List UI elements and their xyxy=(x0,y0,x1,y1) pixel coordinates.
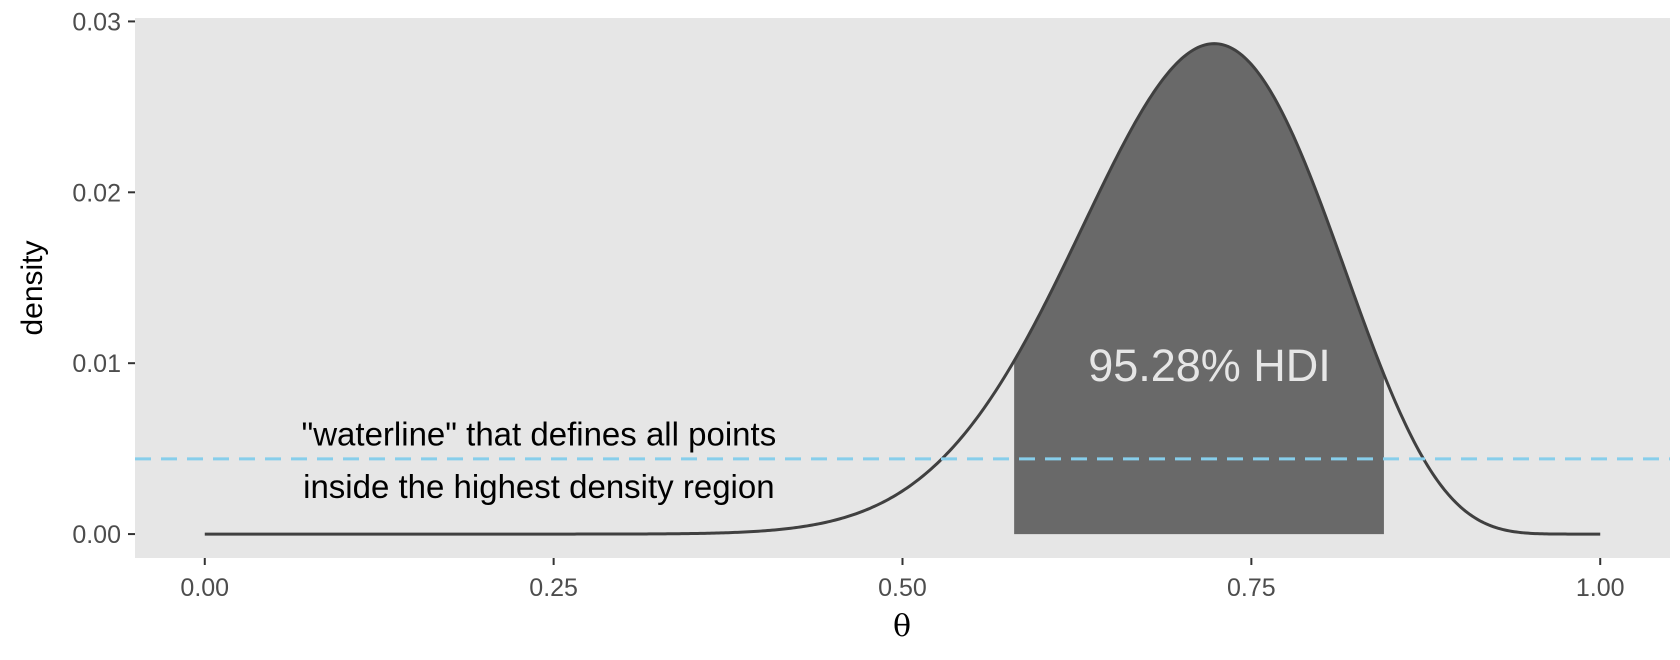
hdi-label: 95.28% HDI xyxy=(1088,340,1331,391)
annotation-line-2: inside the highest density region xyxy=(303,468,774,505)
y-tick-label: 0.01 xyxy=(72,350,121,378)
x-tick-label: 0.75 xyxy=(1227,574,1276,602)
density-curve xyxy=(204,42,1601,536)
hdi-area xyxy=(1014,43,1384,535)
plot-panel xyxy=(135,18,1670,558)
y-axis-title: density xyxy=(16,240,49,335)
x-axis-title: θ xyxy=(893,609,911,644)
annotation-line-1: "waterline" that defines all points xyxy=(302,415,777,452)
x-tick-label: 1.00 xyxy=(1576,574,1625,602)
x-axis: 0.00 0.25 0.50 0.75 1.00 xyxy=(180,558,1625,602)
y-tick-label: 0.00 xyxy=(72,521,121,549)
x-tick-label: 0.25 xyxy=(529,574,578,602)
curve-layer xyxy=(204,42,1601,536)
y-axis: 0.00 0.01 0.02 0.03 xyxy=(72,8,135,549)
x-tick-label: 0.50 xyxy=(878,574,927,602)
x-tick-label: 0.00 xyxy=(180,574,229,602)
hdi-layer xyxy=(1014,43,1384,535)
y-tick-label: 0.03 xyxy=(72,8,121,36)
y-tick-label: 0.02 xyxy=(72,179,121,207)
